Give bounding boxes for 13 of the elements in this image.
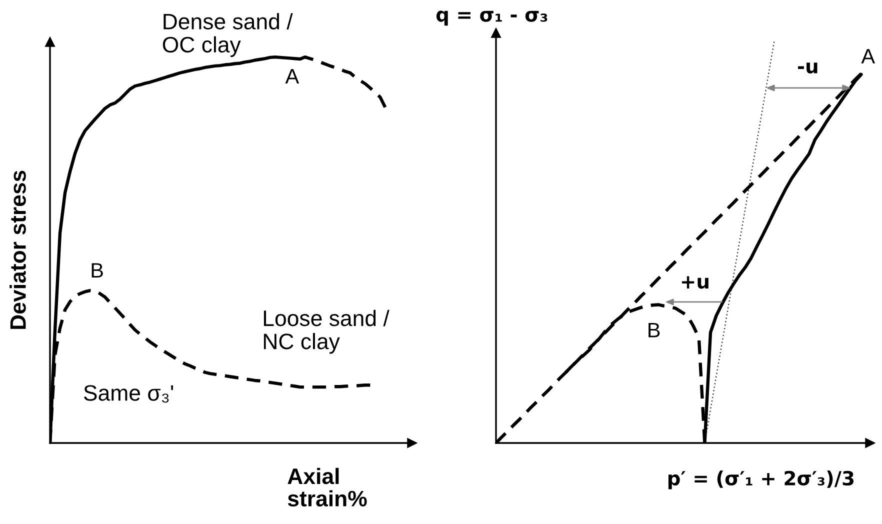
annotation: B <box>92 263 103 278</box>
annotation: B <box>648 322 660 338</box>
annotation: Loose sand / NC clay <box>264 310 390 354</box>
text: Dense sand / OC clay <box>162 13 293 57</box>
x-axis-title: Axial strain% <box>288 468 367 507</box>
annotation: A <box>861 49 876 64</box>
annotation: A <box>285 69 300 84</box>
annotation: -u <box>798 62 818 74</box>
x-axis-title: p′ = (σ′₁ + 2σ′₃)/3 <box>668 470 854 490</box>
y-axis-title: Deviator stress <box>10 170 26 329</box>
annotation: +u <box>682 276 708 289</box>
y-axis-title: q = σ₁ - σ₃ <box>436 10 548 26</box>
annotation: Same σ₃' <box>84 385 174 403</box>
